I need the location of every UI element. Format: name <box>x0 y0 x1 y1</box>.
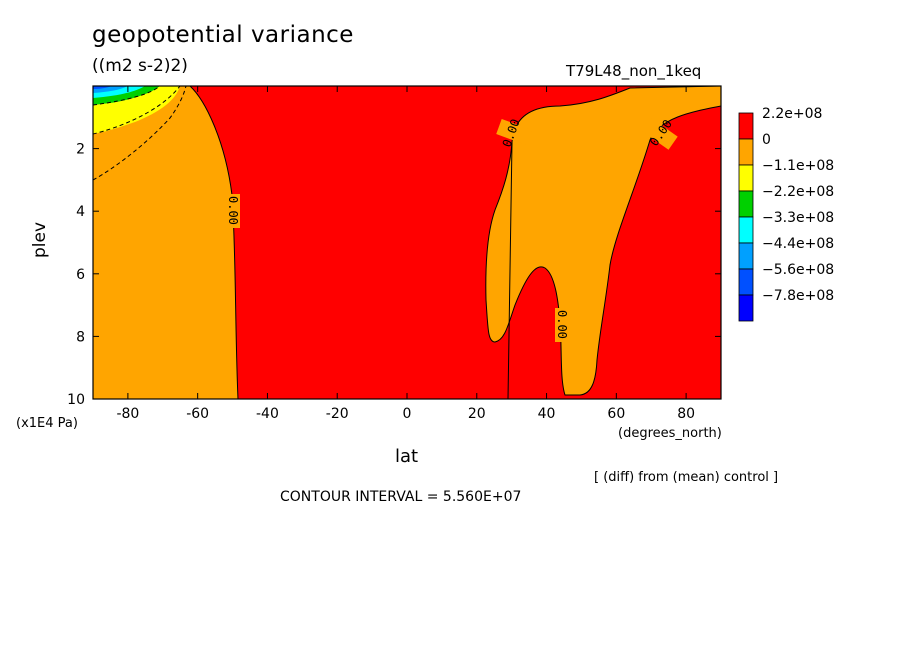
x-tick-label: -40 <box>256 406 279 422</box>
contour-label-group: 0.00 0.00 0.00 0.00 <box>226 117 678 342</box>
x-tick-label: 20 <box>468 406 486 422</box>
x-tick-label: 80 <box>677 406 695 422</box>
y-tick-label: 2 <box>76 142 85 158</box>
legend-swatch <box>738 294 754 322</box>
dashed-contour-2 <box>93 86 181 135</box>
region-polar-blue-fill <box>93 86 112 89</box>
legend-label: −3.3e+08 <box>762 210 834 226</box>
x-axis-label: lat <box>395 446 419 467</box>
legend-swatch <box>738 138 754 166</box>
chart-units: ((m2 s-2)2) <box>92 56 188 76</box>
dashed-contour-3 <box>93 86 161 106</box>
legend-swatch <box>738 242 754 270</box>
x-tick-label: -20 <box>326 406 349 422</box>
dashed-contour-1 <box>93 86 187 181</box>
legend-label: 0 <box>762 132 771 148</box>
legend-swatch <box>738 190 754 218</box>
x-tick-label: 60 <box>607 406 625 422</box>
x-tick-label: -60 <box>186 406 209 422</box>
legend-label: −7.8e+08 <box>762 288 834 304</box>
legend-label: −4.4e+08 <box>762 236 834 252</box>
y-tick-label: 6 <box>76 267 85 283</box>
y-axis-units: (x1E4 Pa) <box>16 416 78 431</box>
diff-note: [ (diff) from (mean) control ] <box>594 470 779 485</box>
legend-swatch <box>738 112 754 140</box>
chart-title: geopotential variance <box>92 22 354 48</box>
contour-label: 0.00 <box>555 310 569 339</box>
x-tick-label: 0 <box>403 406 412 422</box>
x-tick-label: 40 <box>538 406 556 422</box>
x-tick-label: -80 <box>116 406 139 422</box>
legend-label: 2.2e+08 <box>762 106 822 122</box>
experiment-label: T79L48_non_1keq <box>566 62 702 80</box>
color-legend: 2.2e+08 0 −1.1e+08 −2.2e+08 −3.3e+08 −4.4e+08… <box>738 106 834 322</box>
legend-label: −5.6e+08 <box>762 262 834 278</box>
contour-interval: CONTOUR INTERVAL = 5.560E+07 <box>280 489 522 505</box>
legend-swatch <box>738 268 754 296</box>
legend-swatch <box>738 164 754 192</box>
y-tick-label: 4 <box>76 204 85 220</box>
x-axis-units: (degrees_north) <box>618 426 722 441</box>
y-tick-label: 10 <box>67 392 85 408</box>
x-axis-ticks: -80 -60 -40 -20 0 20 40 60 80 <box>116 86 695 422</box>
legend-swatch <box>738 216 754 244</box>
region-north-negative-fill <box>485 86 721 399</box>
contour-label: 0.00 <box>226 196 240 225</box>
region-south-negative-fill <box>93 86 238 399</box>
legend-label: −1.1e+08 <box>762 158 834 174</box>
y-tick-label: 8 <box>76 329 85 345</box>
contour-fill-layer <box>93 86 721 399</box>
legend-label: −2.2e+08 <box>762 184 834 200</box>
y-axis-ticks: 2 4 6 8 10 <box>67 142 721 408</box>
